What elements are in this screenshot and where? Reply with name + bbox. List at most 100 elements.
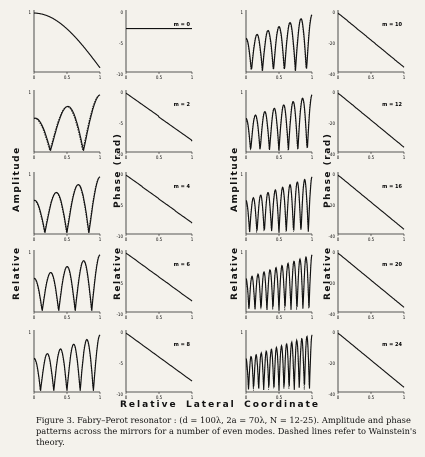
phase-panel: 0 0.5 1 0 -20 -40 m = 20: [328, 250, 406, 320]
amplitude-curve: [33, 176, 101, 233]
y-label-relative-right: Relative: [230, 246, 240, 300]
y-tick-label: -20: [328, 203, 335, 208]
x-tick-label: 0.5: [156, 75, 163, 80]
x-tick-label: 0.5: [64, 75, 71, 80]
mode-label: m = 6: [174, 262, 191, 268]
y-tick-label: 0: [332, 172, 335, 177]
y-tick-label: -40: [328, 72, 335, 77]
y-tick-label: -20: [328, 41, 335, 46]
y-tick-label: -40: [328, 234, 335, 239]
x-tick-label: 0: [33, 75, 36, 80]
amplitude-curve-dashed: [33, 334, 101, 391]
y-label-relative-phase-left: Relative: [113, 246, 123, 300]
x-tick-label: 0: [33, 237, 36, 242]
x-tick-label: 1: [311, 315, 314, 320]
x-tick-label: 1: [403, 395, 406, 400]
figure-caption: Figure 3. Fabry–Perot resonator : (d = 1…: [36, 415, 420, 448]
phase-curve: [337, 332, 405, 388]
x-tick-label: 0: [245, 395, 248, 400]
x-tick-label: 0.5: [276, 155, 283, 160]
bottom-label-lateral: Lateral: [185, 400, 236, 410]
phase-curve: [125, 252, 193, 302]
amplitude-curve: [33, 254, 101, 311]
phase-curve: [125, 332, 193, 382]
y-tick-label: -20: [328, 361, 335, 366]
x-tick-label: 0.5: [64, 315, 71, 320]
x-tick-label: 0.5: [368, 395, 375, 400]
x-tick-label: 1: [403, 75, 406, 80]
x-tick-label: 1: [403, 155, 406, 160]
y-tick-label: -5: [119, 281, 123, 286]
amplitude-panel: 0 0.5 1 1: [240, 330, 314, 400]
x-tick-label: 0: [125, 75, 128, 80]
caption-label: Figure 3.: [36, 415, 75, 425]
x-tick-label: 1: [191, 237, 194, 242]
x-tick-label: 0: [125, 237, 128, 242]
y-tick-label: -10: [116, 392, 123, 397]
x-tick-label: 0.5: [156, 155, 163, 160]
x-tick-label: 0.5: [276, 395, 283, 400]
x-tick-label: 0: [245, 155, 248, 160]
y-tick-label: -10: [116, 312, 123, 317]
amplitude-curve-dashed: [245, 14, 313, 71]
phase-panel: 0 0.5 1 0 -20 -40 m = 10: [328, 10, 406, 80]
mode-label: m = 12: [382, 102, 402, 108]
amplitude-panel: 0 0.5 1 1: [28, 330, 102, 400]
x-tick-label: 1: [403, 315, 406, 320]
amplitude-curve-dashed: [33, 176, 100, 233]
y-tick-label: -5: [119, 41, 123, 46]
amplitude-panel: 0 0.5 1 1: [28, 90, 102, 160]
x-tick-label: 1: [99, 315, 102, 320]
y-tick-label: -20: [328, 281, 335, 286]
amplitude-curve: [245, 254, 313, 311]
amplitude-curve-dashed: [245, 334, 313, 391]
x-tick-label: 0.5: [64, 395, 71, 400]
amplitude-panel: 0 0.5 1 1: [28, 172, 102, 242]
bottom-label-relative: Relative: [120, 400, 178, 410]
phase-curve: [337, 174, 405, 230]
phase-panel: 0 0.5 1 0 -20 -40 m = 24: [328, 330, 406, 400]
mode-label: m = 20: [382, 262, 402, 268]
y-tick-label: 0: [332, 250, 335, 255]
x-tick-label: 1: [191, 395, 194, 400]
mode-label: m = 8: [174, 342, 191, 348]
y-tick-label: 0: [332, 90, 335, 95]
y-tick-label: -40: [328, 312, 335, 317]
y-tick-label: -5: [119, 121, 123, 126]
x-tick-label: 0.5: [368, 155, 375, 160]
mode-label: m = 24: [382, 342, 402, 348]
x-tick-label: 0: [245, 237, 248, 242]
y-tick-label: -5: [119, 203, 123, 208]
amplitude-panel: 0 0.5 1 1: [240, 250, 314, 320]
bottom-axis-label: Relative Lateral Coordinate: [120, 400, 320, 410]
x-tick-label: 0.5: [276, 237, 283, 242]
mode-label: m = 16: [382, 184, 402, 190]
x-tick-label: 0: [33, 155, 36, 160]
x-tick-label: 0: [245, 75, 248, 80]
phase-curve: [125, 174, 193, 224]
y-tick-label: 0: [120, 172, 123, 177]
mode-label: m = 2: [174, 102, 191, 108]
y-tick-label: 1: [28, 330, 31, 335]
x-tick-label: 1: [99, 237, 102, 242]
phase-panel: 0 0.5 1 0 -5 -10 m = 2: [116, 90, 194, 160]
x-tick-label: 1: [311, 237, 314, 242]
x-tick-label: 1: [311, 75, 314, 80]
y-tick-label: -10: [116, 152, 123, 157]
x-tick-label: 0: [245, 315, 248, 320]
caption-text: Fabry–Perot resonator : (d = 100λ, 2a = …: [36, 415, 417, 447]
y-tick-label: 1: [28, 250, 31, 255]
amplitude-panel: 0 0.5 1 1: [28, 10, 102, 80]
x-tick-label: 0: [125, 155, 128, 160]
y-tick-label: -40: [328, 392, 335, 397]
x-tick-label: 0: [125, 395, 128, 400]
y-label-relative-phase-right: Relative: [323, 246, 333, 300]
y-tick-label: 0: [332, 330, 335, 335]
x-tick-label: 0.5: [156, 315, 163, 320]
amplitude-panel: 0 0.5 1 1: [240, 172, 314, 242]
bottom-label-coordinate: Coordinate: [244, 400, 320, 410]
mode-label: m = 0: [174, 22, 191, 28]
x-tick-label: 0: [337, 315, 340, 320]
x-tick-label: 1: [191, 75, 194, 80]
x-tick-label: 0: [337, 395, 340, 400]
